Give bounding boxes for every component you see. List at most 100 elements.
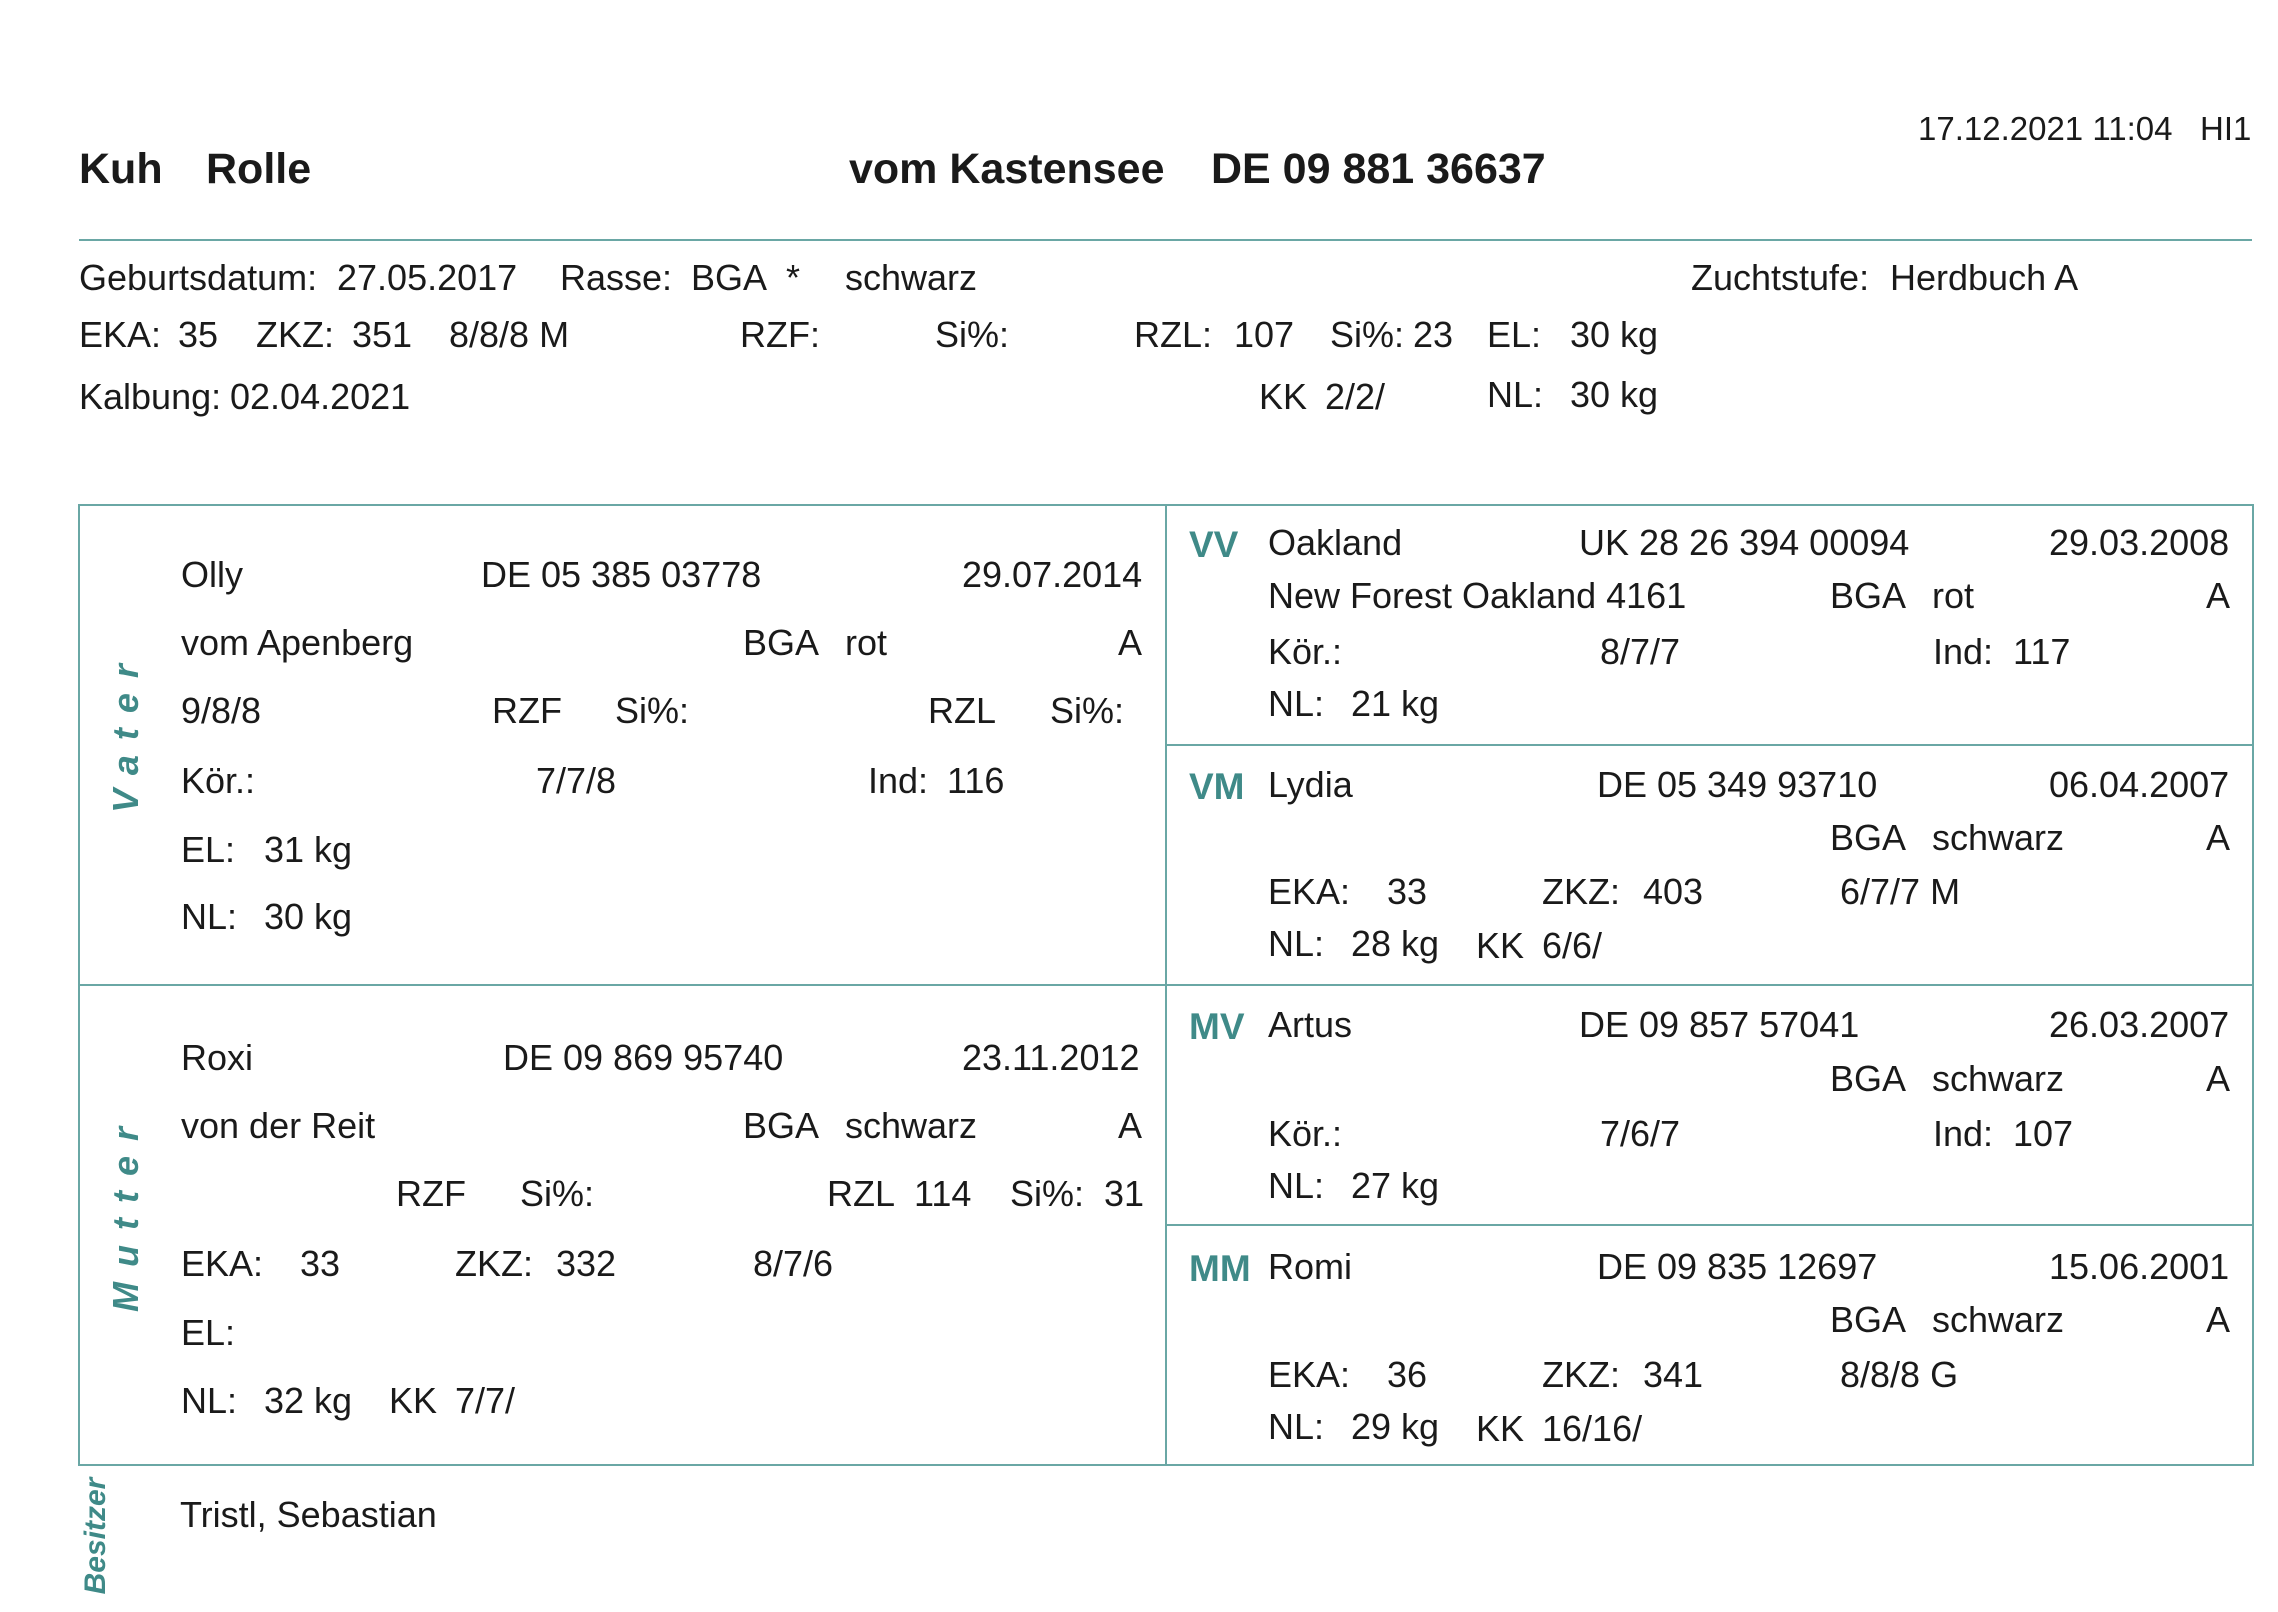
vater-side-label: Vater [105, 649, 146, 813]
vv-color: rot [1932, 575, 1975, 616]
vater-si-label: Si%: [615, 690, 690, 731]
vm-level: A [2206, 817, 2231, 858]
vater-kor: 7/7/8 [536, 760, 617, 801]
vater-herd: vom Apenberg [181, 622, 414, 663]
vater-rzf-label: RZF [492, 690, 562, 731]
mv-kor: 7/6/7 [1600, 1113, 1681, 1154]
vm-name: Lydia [1268, 764, 1353, 805]
pedigree-middle-divider [78, 984, 2254, 986]
report-code: HI1 [2200, 110, 2252, 147]
mutter-color: schwarz [845, 1105, 978, 1146]
mm-name: Romi [1268, 1246, 1353, 1287]
animal-name: Rolle [206, 145, 312, 193]
eka-label: EKA: [79, 314, 162, 355]
vater-id: DE 05 385 03778 [481, 554, 762, 595]
vv-level: A [2206, 575, 2231, 616]
mutter-el-label: EL: [181, 1312, 236, 1353]
mm-breed: BGA [1830, 1299, 1907, 1340]
mutter-nl-label: NL: [181, 1380, 238, 1421]
mutter-rzl-label: RZL [827, 1173, 896, 1214]
rzf-label: RZF: [740, 314, 820, 355]
mv-color: schwarz [1932, 1058, 2065, 1099]
vm-kk-label: KK [1476, 925, 1525, 966]
vater-si-label-2: Si%: [1050, 690, 1125, 731]
rzl-value: 107 [1234, 314, 1295, 355]
vv-kor: 8/7/7 [1600, 631, 1681, 672]
nl-value: 30 kg [1570, 374, 1659, 415]
vm-zkz: 403 [1643, 871, 1704, 912]
mv-ind: 107 [2013, 1113, 2074, 1154]
animal-kind: Kuh [79, 145, 163, 193]
mv-nl-label: NL: [1268, 1165, 1325, 1206]
mv-ind-label: Ind: [1933, 1113, 1994, 1154]
vater-rzl-label: RZL [928, 690, 997, 731]
mv-breed: BGA [1830, 1058, 1907, 1099]
vm-eka-label: EKA: [1268, 871, 1351, 912]
vm-nl: 28 kg [1351, 923, 1440, 964]
zkz-value: 351 [352, 314, 413, 355]
kk-value: 2/2/ [1325, 376, 1386, 417]
mm-score: 8/8/8 G [1840, 1354, 1959, 1395]
owner-name: Tristl, Sebastian [180, 1494, 437, 1535]
mm-color: schwarz [1932, 1299, 2065, 1340]
vater-ind: 116 [947, 760, 1005, 801]
vater-el: 31 kg [264, 829, 353, 870]
mutter-id: DE 09 869 95740 [503, 1037, 784, 1078]
mutter-nl: 32 kg [264, 1380, 353, 1421]
mutter-rzf-label: RZF [396, 1173, 466, 1214]
birth-date: 27.05.2017 [337, 257, 518, 298]
vv-label: VV [1189, 524, 1239, 565]
vm-id: DE 05 349 93710 [1597, 764, 1878, 805]
el-value: 30 kg [1570, 314, 1659, 355]
mutter-kk: 7/7/ [455, 1380, 516, 1421]
vm-eka: 33 [1387, 871, 1428, 912]
breed: BGA [691, 257, 768, 298]
vm-zkz-label: ZKZ: [1542, 871, 1620, 912]
vv-breed: BGA [1830, 575, 1907, 616]
mutter-eka: 33 [300, 1243, 341, 1284]
vv-herd: New Forest Oakland 4161 [1268, 575, 1687, 616]
kk-label: KK [1259, 376, 1308, 417]
mm-zkz: 341 [1643, 1354, 1704, 1395]
header-divider [79, 239, 2252, 241]
mm-id: DE 09 835 12697 [1597, 1246, 1878, 1287]
mutter-level: A [1118, 1105, 1143, 1146]
mv-kor-label: Kör.: [1268, 1113, 1343, 1154]
owner-side-label: Besitzer [79, 1477, 112, 1595]
calving-label: Kalbung: [79, 376, 222, 417]
si-label: Si%: [935, 314, 1010, 355]
vater-breed: BGA [743, 622, 820, 663]
mutter-si-label: Si%: [520, 1173, 595, 1214]
vater-kor-label: Kör.: [181, 760, 256, 801]
mutter-score: 8/7/6 [753, 1243, 834, 1284]
vv-nl-label: NL: [1268, 683, 1325, 724]
mv-id: DE 09 857 57041 [1579, 1004, 1860, 1045]
mv-name: Artus [1268, 1004, 1353, 1045]
print-timestamp: 17.12.2021 11:04 [1918, 110, 2173, 147]
vv-ind-label: Ind: [1933, 631, 1994, 672]
mv-date: 26.03.2007 [2049, 1004, 2230, 1045]
mutter-date: 23.11.2012 [962, 1037, 1140, 1078]
vm-label: VM [1189, 766, 1245, 807]
mm-level: A [2206, 1299, 2231, 1340]
mutter-eka-label: EKA: [181, 1243, 264, 1284]
rzl-label: RZL: [1134, 314, 1213, 355]
mutter-zkz-label: ZKZ: [455, 1243, 533, 1284]
vater-nl: 30 kg [264, 896, 353, 937]
vm-kk: 6/6/ [1542, 925, 1603, 966]
pedigree-upper-divider [1165, 744, 2254, 746]
mv-label: MV [1189, 1006, 1245, 1047]
vater-date: 29.07.2014 [962, 554, 1143, 595]
el-label: EL: [1487, 314, 1542, 355]
mm-eka-label: EKA: [1268, 1354, 1351, 1395]
zkz-label: ZKZ: [256, 314, 334, 355]
vm-score: 6/7/7 M [1840, 871, 1961, 912]
mutter-name: Roxi [181, 1037, 254, 1078]
mutter-kk-label: KK [389, 1380, 438, 1421]
mutter-herd: von der Reit [181, 1105, 376, 1146]
vater-name: Olly [181, 554, 243, 595]
vm-nl-label: NL: [1268, 923, 1325, 964]
vm-color: schwarz [1932, 817, 2065, 858]
breed-label: Rasse: [560, 257, 673, 298]
eka-value: 35 [178, 314, 219, 355]
